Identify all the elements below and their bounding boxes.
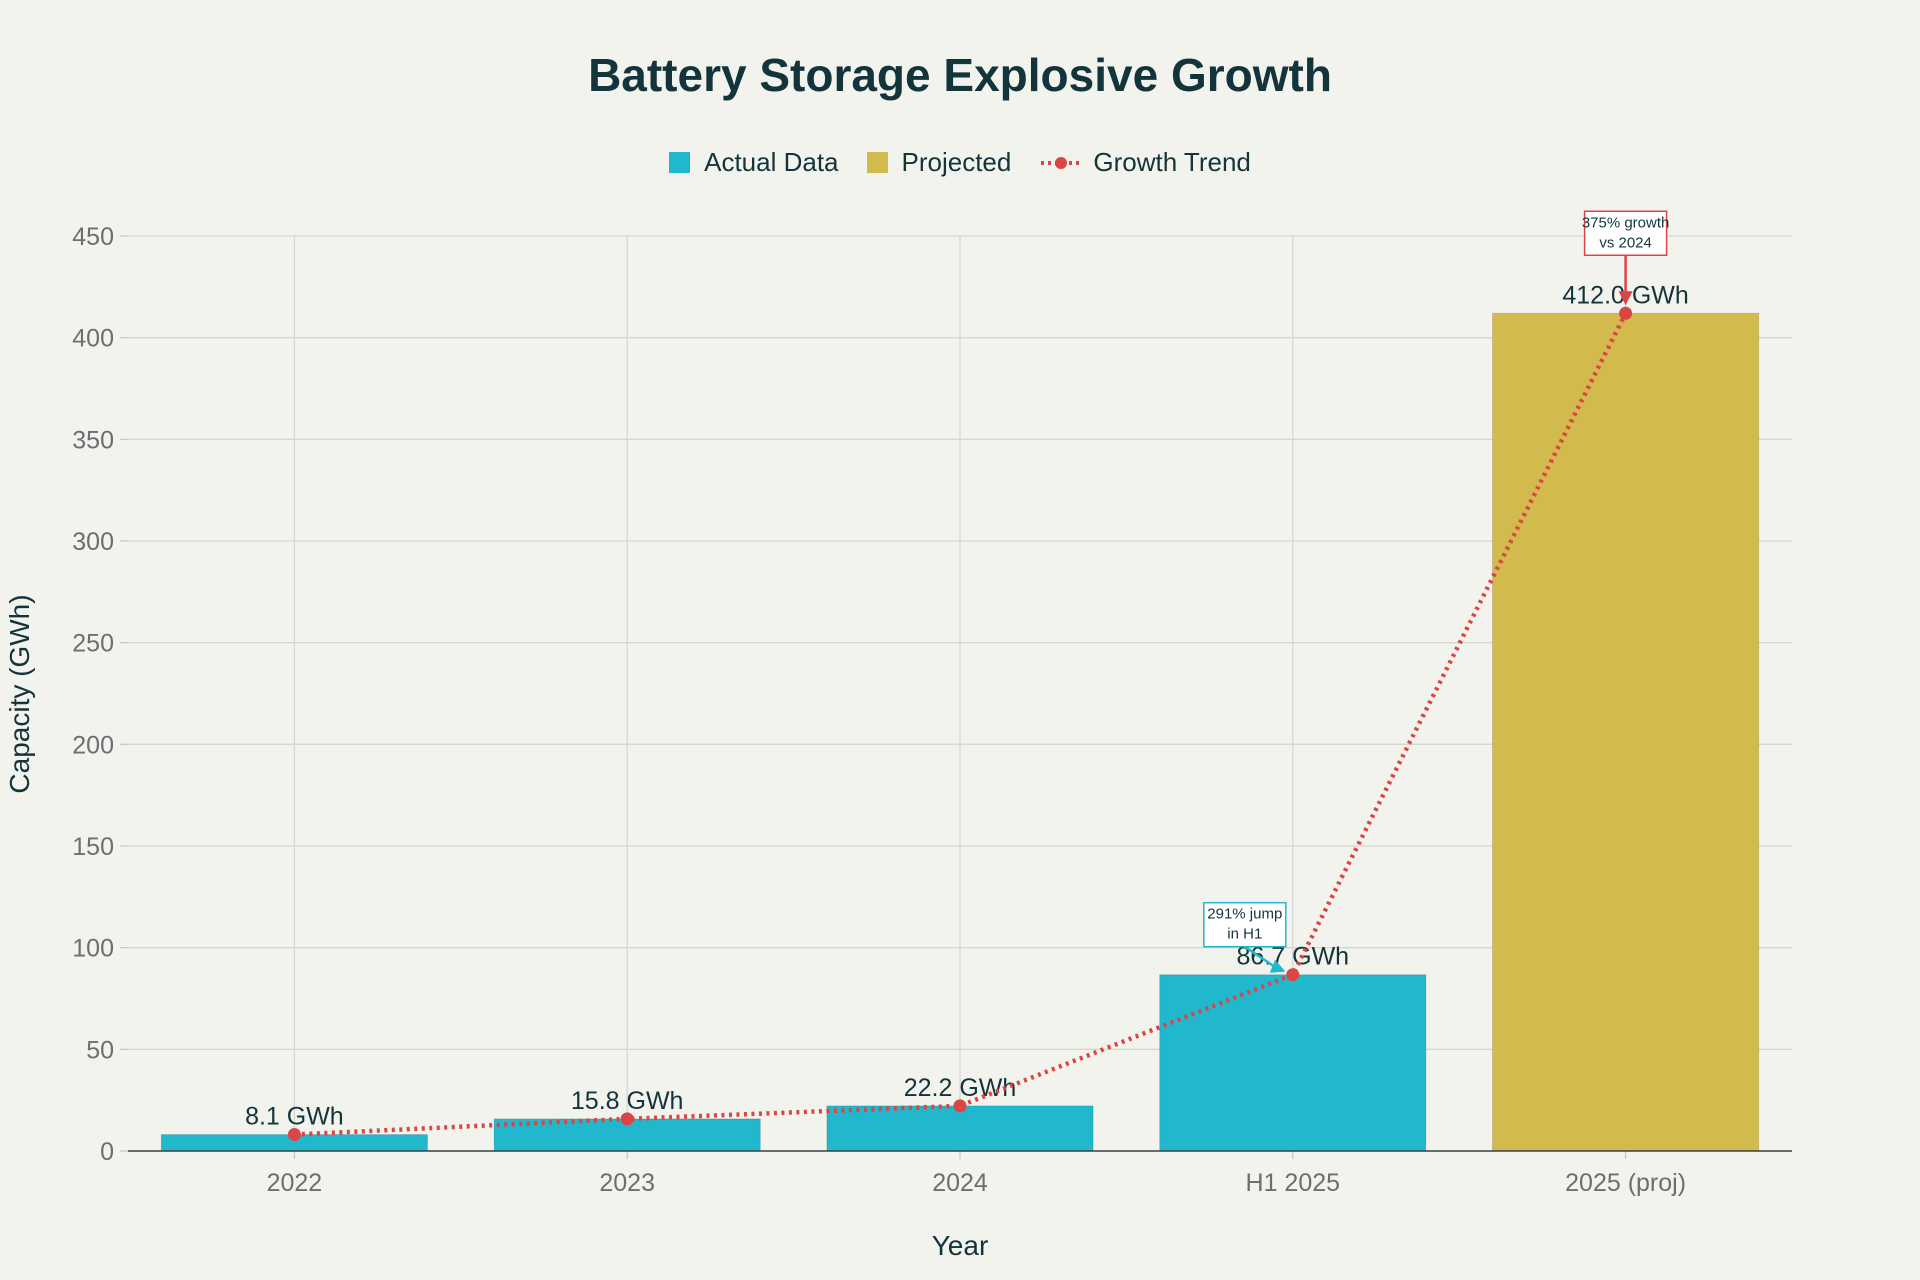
bar-value-label: 22.2 GWh	[904, 1074, 1017, 1102]
chart-title: Battery Storage Explosive Growth	[588, 49, 1332, 101]
annotation-box	[1583, 210, 1668, 257]
x-tick-label: 2023	[599, 1169, 655, 1197]
x-axis-ticks: 2022 2023 2024 H1 2025 2025 (proj)	[267, 1169, 1686, 1197]
y-tick-label: 200	[72, 731, 114, 759]
legend-label-projected: Projected	[901, 147, 1012, 177]
annotation-text: in H1	[1227, 926, 1262, 943]
x-tick-label: 2022	[267, 1169, 323, 1197]
trend-point	[953, 1099, 967, 1113]
trend-point	[1619, 306, 1633, 320]
trend-point	[620, 1112, 634, 1126]
legend-swatch-actual	[669, 152, 691, 173]
legend-label-actual: Actual Data	[704, 147, 839, 177]
bar	[1491, 312, 1760, 1152]
y-axis-ticks: 0 50 100 150 200 250 300 350 400 450	[72, 223, 114, 1166]
annotation-arrow-line	[1244, 945, 1277, 969]
legend-label-trend: Growth Trend	[1093, 147, 1251, 177]
x-tick-label: H1 2025	[1246, 1169, 1341, 1197]
y-tick-label: 50	[86, 1036, 114, 1064]
annotation-box	[1203, 901, 1287, 948]
y-tick-label: 450	[72, 223, 114, 251]
bar-value-label: 8.1 GWh	[245, 1103, 344, 1131]
bar-value-label: 15.8 GWh	[571, 1087, 684, 1115]
growth-trend-line	[287, 306, 1633, 1142]
annotation-arrow-head	[1618, 291, 1633, 306]
y-tick-label: 350	[72, 426, 114, 454]
y-tick-label: 100	[72, 935, 114, 963]
y-tick-label: 150	[72, 833, 114, 861]
bars	[160, 312, 1760, 1152]
annotation-text: 375% growth	[1582, 214, 1670, 231]
bar	[1159, 974, 1427, 1152]
bar	[826, 1105, 1094, 1152]
annotations: 291% jump in H1 375% growth vs 2024	[1203, 210, 1670, 973]
legend-item-projected[interactable]: Projected	[866, 147, 1012, 178]
legend-item-trend[interactable]: Growth Trend	[1039, 147, 1251, 178]
legend-swatch-projected	[866, 152, 888, 173]
x-tick-label: 2025 (proj)	[1565, 1169, 1686, 1197]
x-tick-label: 2024	[932, 1169, 988, 1197]
y-tick-label: 250	[72, 630, 114, 658]
legend-item-actual[interactable]: Actual Data	[669, 147, 839, 178]
y-axis-title: Capacity (GWh)	[4, 594, 35, 794]
annotation-text: 291% jump	[1207, 906, 1282, 923]
annotation-text: vs 2024	[1599, 234, 1652, 251]
trend-point	[1286, 968, 1300, 982]
y-tick-label: 400	[72, 325, 114, 353]
y-tick-label: 0	[100, 1138, 114, 1166]
annotation-arrow-head	[1269, 959, 1286, 973]
legend: Actual Data Projected Growth Trend	[0, 147, 1920, 178]
y-tick-label: 300	[72, 528, 114, 556]
x-axis-title: Year	[931, 1230, 989, 1261]
legend-swatch-trend	[1041, 156, 1082, 169]
trend-point	[287, 1128, 301, 1142]
